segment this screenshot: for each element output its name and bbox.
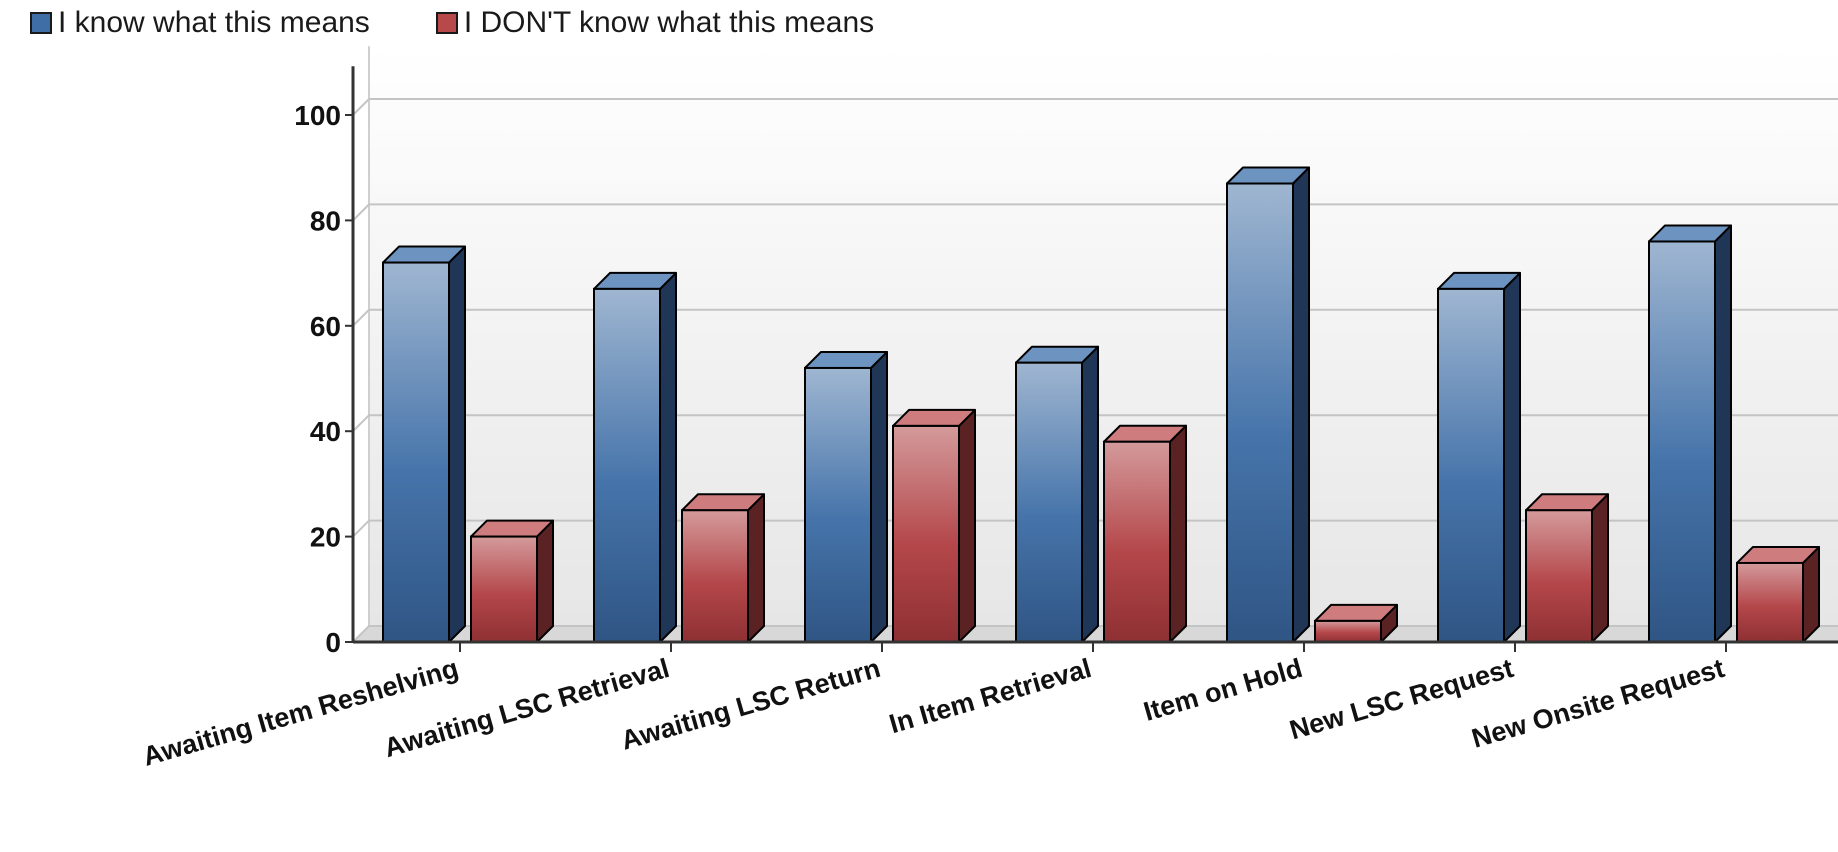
bar-top <box>470 519 554 538</box>
bar-side <box>448 245 466 643</box>
bar-top <box>593 271 677 290</box>
bar-side <box>659 271 677 643</box>
bar-dont-know <box>681 493 765 643</box>
legend-item-know: I know what this means <box>30 6 370 40</box>
bar-front <box>892 424 960 643</box>
bar-know <box>1437 271 1521 643</box>
legend-swatch-know <box>30 12 52 34</box>
gridline <box>352 203 1838 222</box>
x-tick-label: Item on Hold <box>1140 653 1305 727</box>
bar-top <box>382 245 466 264</box>
y-tick-label: 0 <box>325 627 341 658</box>
bar-top <box>681 493 765 512</box>
bar-know <box>1015 345 1099 643</box>
bar-top <box>1314 603 1398 622</box>
bar-side <box>870 350 888 643</box>
bar-front <box>1226 182 1294 643</box>
bar-know <box>593 271 677 643</box>
legend: I know what this means I DON'T know what… <box>30 6 940 40</box>
bar-dont-know <box>892 408 976 643</box>
bar-know <box>804 350 888 643</box>
bars <box>382 166 1820 644</box>
bar-top <box>1648 224 1732 243</box>
bar-front <box>1437 287 1505 643</box>
bar-front <box>382 261 450 643</box>
legend-label-know: I know what this means <box>58 6 370 39</box>
bar-top <box>1525 493 1609 512</box>
bar-front <box>1736 561 1804 644</box>
legend-label-dont-know: I DON'T know what this means <box>463 6 875 39</box>
bar-front <box>1525 509 1593 643</box>
bar-side <box>1081 345 1099 643</box>
gridline <box>352 308 1838 327</box>
gridline <box>352 98 1838 116</box>
bar-top <box>1103 424 1187 443</box>
bar-dont-know <box>1736 545 1820 644</box>
bar-front <box>804 366 872 643</box>
bar-dont-know <box>470 519 554 643</box>
gridline <box>352 414 1838 432</box>
bar-know <box>382 245 466 643</box>
y-tick-label: 80 <box>310 205 341 236</box>
bar-top <box>804 350 888 369</box>
bar-know <box>1648 224 1732 643</box>
y-tick-label: 100 <box>294 100 341 131</box>
bar-front <box>593 287 661 643</box>
bar-side <box>1503 271 1521 643</box>
legend-item-dont-know: I DON'T know what this means <box>435 6 875 40</box>
bar-front <box>1015 361 1083 643</box>
gridlines <box>352 98 1838 643</box>
bar-side <box>1591 493 1609 643</box>
bar-side <box>1714 224 1732 643</box>
bar-top <box>1736 545 1820 564</box>
y-tick-label: 20 <box>310 522 341 553</box>
x-tick-label: In Item Retrieval <box>886 653 1095 739</box>
bar-side <box>1292 166 1310 643</box>
y-axis: 0 20 40 60 80 100 <box>294 66 355 658</box>
y-tick-label: 40 <box>310 416 341 447</box>
bar-side <box>747 493 765 643</box>
legend-swatch-dont-know <box>435 12 458 34</box>
gridline <box>352 519 1838 538</box>
bar-front <box>470 535 538 643</box>
bar-dont-know <box>1314 603 1398 643</box>
bar-front <box>681 509 749 643</box>
bar-top <box>892 408 976 427</box>
y-tick-label: 60 <box>310 311 341 342</box>
bar-dont-know <box>1103 424 1187 643</box>
bar-dont-know <box>1525 493 1609 643</box>
bar-know <box>1226 166 1310 643</box>
bar-side <box>536 519 554 643</box>
bar-side <box>958 408 976 643</box>
bar-front <box>1103 440 1171 643</box>
bar-front <box>1314 619 1382 643</box>
bar-top <box>1226 166 1310 185</box>
bar-top <box>1437 271 1521 290</box>
bar-front <box>1648 240 1716 643</box>
bar-top <box>1015 345 1099 364</box>
bar-side <box>1169 424 1187 643</box>
